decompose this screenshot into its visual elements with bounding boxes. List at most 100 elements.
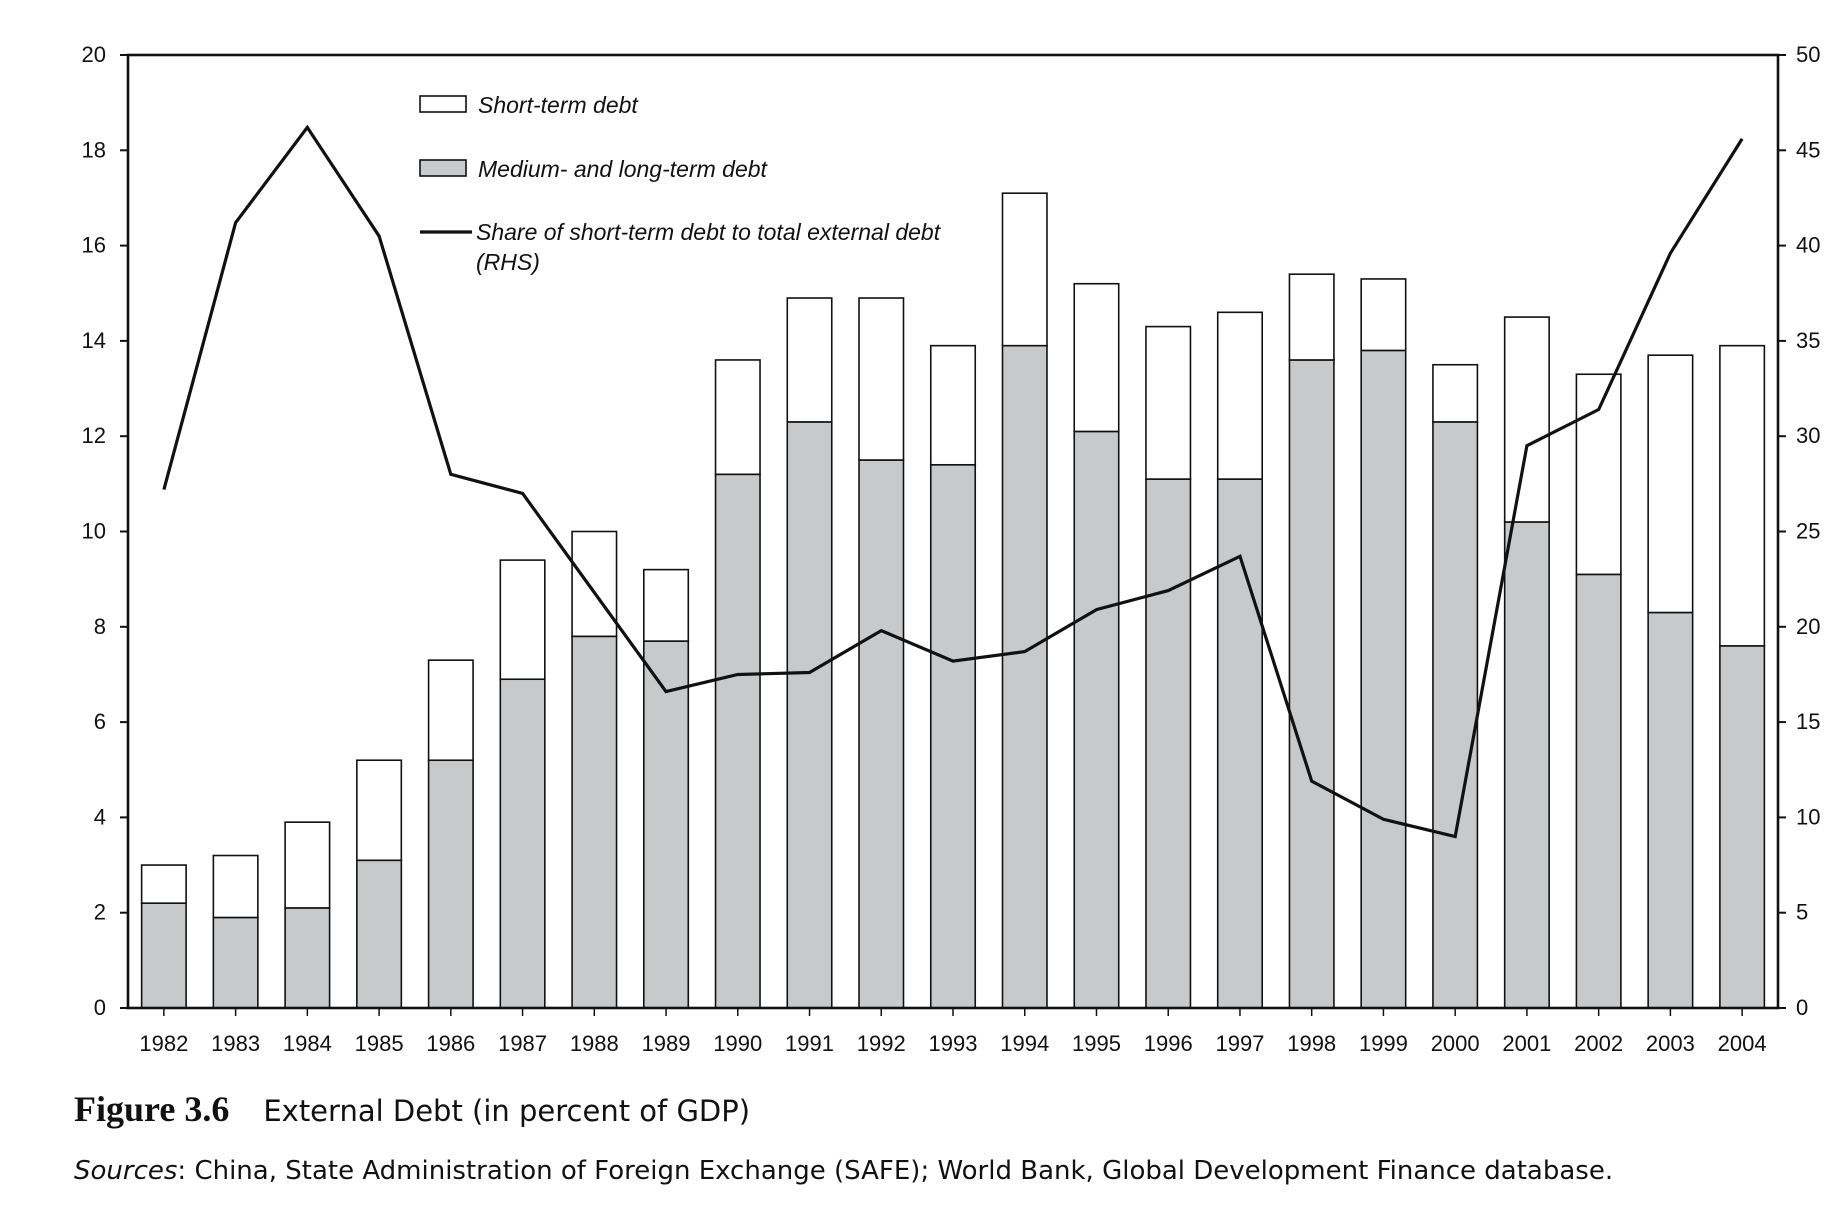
bar-short-term-2000 (1432, 363, 1479, 423)
bar-short-term-1984 (284, 821, 331, 909)
bar-short-term-1993 (929, 344, 977, 466)
left-tick-label: 0 (94, 995, 106, 1020)
bar-medium-long-term-1987 (499, 678, 546, 1009)
right-tick-label: 20 (1796, 614, 1820, 639)
right-tick-label: 0 (1796, 995, 1808, 1020)
left-tick-label: 8 (94, 614, 106, 639)
x-tick-label: 1985 (355, 1031, 404, 1056)
x-tick-label: 2004 (1718, 1031, 1767, 1056)
x-tick-label: 1988 (570, 1031, 619, 1056)
bar-medium-long-term-1988 (571, 635, 618, 1009)
right-tick-label: 35 (1796, 328, 1820, 353)
bar-short-term-1996 (1145, 325, 1192, 480)
figure-number: Figure 3.6 (74, 1089, 230, 1129)
x-tick-label: 2001 (1502, 1031, 1551, 1056)
bar-medium-long-term-1997 (1216, 478, 1263, 1009)
x-tick-label: 1991 (785, 1031, 834, 1056)
bar-medium-long-term-2000 (1432, 421, 1479, 1009)
right-tick-label: 5 (1796, 900, 1808, 925)
x-tick-label: 1990 (713, 1031, 762, 1056)
x-tick-label: 1989 (642, 1031, 691, 1056)
right-tick-label: 50 (1796, 42, 1820, 67)
left-tick-label: 10 (82, 519, 106, 544)
bar-short-term-1992 (858, 297, 905, 461)
bar-short-term-1994 (1001, 192, 1048, 347)
bar-short-term-1988 (571, 530, 618, 638)
bar-short-term-1982 (140, 864, 187, 904)
left-tick-label: 4 (94, 804, 106, 829)
bar-short-term-2003 (1647, 354, 1694, 614)
bar-medium-long-term-2001 (1503, 521, 1550, 1009)
bar-medium-long-term-2004 (1719, 645, 1766, 1009)
left-tick-label: 18 (82, 137, 106, 162)
bar-medium-long-term-1998 (1288, 359, 1335, 1009)
x-tick-label: 1983 (211, 1031, 260, 1056)
x-tick-label: 1984 (283, 1031, 332, 1056)
bar-short-term-1997 (1216, 311, 1263, 480)
bar-medium-long-term-1994 (1001, 344, 1048, 1009)
x-tick-label: 2003 (1646, 1031, 1695, 1056)
bar-short-term-1986 (427, 659, 474, 762)
x-tick-label: 1982 (139, 1031, 188, 1056)
figure-title: External Debt (in percent of GDP) (263, 1094, 751, 1128)
left-tick-label: 12 (82, 423, 106, 448)
source-text: : China, State Administration of Foreign… (177, 1156, 1614, 1186)
legend-label-share: Share of short-term debt to total extern… (476, 219, 942, 245)
external-debt-chart: 0 2 4 6 8 10 12 14 16 18 20 0 5 10 15 20 25 30 35 40 45 50 198… (82, 42, 1821, 1056)
x-tick-label: 2000 (1431, 1031, 1480, 1056)
bar-medium-long-term-1982 (140, 902, 187, 1009)
x-tick-label: 1986 (426, 1031, 475, 1056)
bar-medium-long-term-1985 (356, 859, 403, 1009)
figure-source: Sources: China, State Administration of … (74, 1156, 1613, 1186)
bar-short-term-1983 (212, 854, 259, 919)
left-tick-label: 6 (94, 709, 106, 734)
left-tick-label: 20 (82, 42, 106, 67)
legend-swatch-medium-long-term (419, 159, 467, 177)
x-tick-label: 1993 (929, 1031, 978, 1056)
x-tick-label: 1994 (1000, 1031, 1049, 1056)
x-tick-label: 1997 (1215, 1031, 1264, 1056)
left-tick-label: 2 (94, 900, 106, 925)
x-tick-label: 1995 (1072, 1031, 1121, 1056)
legend-label-medium-long-term: Medium- and long-term debt (478, 156, 769, 182)
bar-short-term-2001 (1503, 316, 1550, 523)
bar-medium-long-term-1983 (212, 916, 259, 1009)
bar-short-term-1995 (1073, 282, 1120, 433)
bar-short-term-1987 (499, 559, 546, 681)
legend-swatch-short-term (419, 95, 467, 113)
right-tick-label: 30 (1796, 423, 1820, 448)
bar-medium-long-term-1986 (427, 759, 474, 1009)
x-tick-label: 2002 (1574, 1031, 1623, 1056)
x-tick-label: 1998 (1287, 1031, 1336, 1056)
right-tick-label: 25 (1796, 519, 1820, 544)
bar-short-term-1999 (1360, 278, 1407, 352)
source-label: Sources (74, 1156, 178, 1186)
bar-short-term-2002 (1575, 373, 1622, 576)
bar-medium-long-term-1999 (1360, 349, 1407, 1009)
bar-medium-long-term-2002 (1575, 573, 1622, 1009)
legend-label-short-term: Short-term debt (478, 92, 639, 118)
bar-short-term-1989 (643, 568, 690, 642)
bar-medium-long-term-1991 (786, 421, 833, 1009)
x-tick-label: 1987 (498, 1031, 547, 1056)
bar-short-term-2004 (1719, 344, 1766, 647)
bar-medium-long-term-1993 (929, 463, 977, 1009)
bar-short-term-1985 (356, 759, 403, 862)
x-tick-label: 1996 (1144, 1031, 1193, 1056)
bar-medium-long-term-1984 (284, 907, 331, 1009)
right-tick-label: 45 (1796, 137, 1820, 162)
x-tick-label: 1992 (857, 1031, 906, 1056)
left-tick-label: 16 (82, 233, 106, 258)
x-tick-label: 1999 (1359, 1031, 1408, 1056)
figure-caption: Figure 3.6 External Debt (in percent of G… (74, 1088, 750, 1130)
left-tick-label: 14 (82, 328, 106, 353)
legend-label-share-rhs: (RHS) (476, 249, 540, 275)
bar-medium-long-term-1992 (858, 459, 905, 1009)
bar-medium-long-term-1990 (714, 473, 761, 1009)
bar-medium-long-term-1996 (1145, 478, 1192, 1009)
bar-medium-long-term-1989 (643, 640, 690, 1009)
bar-medium-long-term-2003 (1647, 611, 1694, 1009)
right-tick-label: 10 (1796, 804, 1820, 829)
bar-short-term-1990 (714, 359, 761, 476)
bar-medium-long-term-1995 (1073, 430, 1120, 1009)
